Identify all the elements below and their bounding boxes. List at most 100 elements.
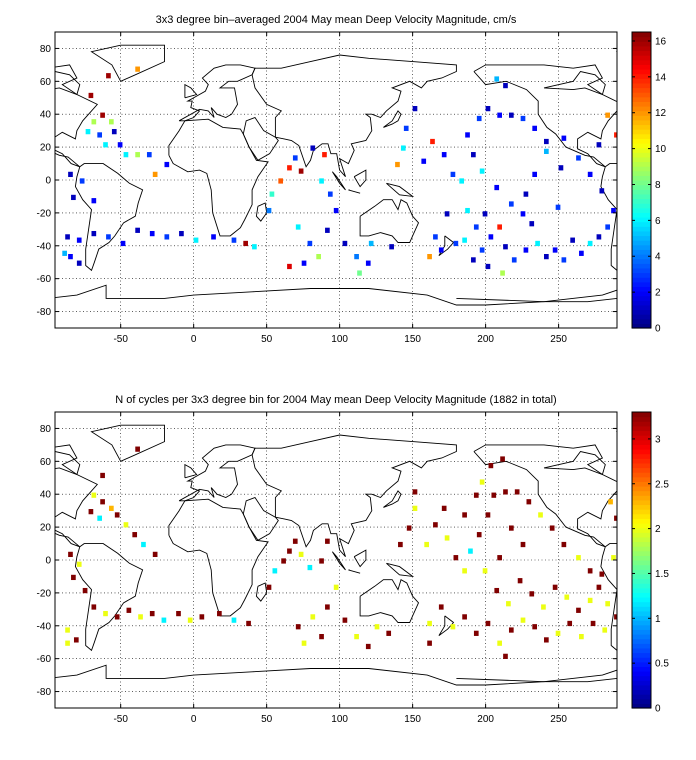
coastline [184,83,198,99]
data-cell [503,82,508,89]
data-cell [106,234,111,240]
colorbar-step [632,207,651,213]
data-cell [365,260,371,266]
data-cell [587,240,593,247]
data-cell [109,119,114,125]
data-cell [491,492,497,498]
colorbar-step [632,73,651,79]
data-cell [149,610,155,617]
colorbar-step [632,55,651,61]
colorbar-step [632,69,651,75]
colorbar-step [632,106,651,112]
data-cell [79,178,85,184]
x-tick-label: 100 [331,334,348,345]
data-cell [520,617,526,623]
coastline [383,110,402,128]
colorbar-tick-label: 2.5 [655,479,669,490]
data-cell [327,191,333,197]
data-cell [97,132,103,138]
data-cell [453,555,459,561]
colorbar-step [632,309,651,315]
data-cell [427,254,432,260]
data-cell [164,234,170,240]
data-cell [307,564,313,571]
colorbar-step [632,143,651,149]
data-cell [287,548,292,554]
colorbar-step [632,587,651,593]
data-cell [485,106,491,112]
data-cell [76,260,82,266]
colorbar-step [632,597,651,603]
colorbar-step [632,643,651,649]
data-cell [611,555,616,561]
colorbar-tick-label: 0 [655,704,661,715]
colorbar-step [632,652,651,658]
data-cell [462,568,467,574]
data-cell [535,240,540,247]
colorbar-step [632,82,651,89]
y-tick-label: -20 [37,208,52,219]
data-cell [252,244,257,250]
data-cell [485,512,491,518]
coastline [438,615,455,636]
data-cell [473,224,479,230]
data-cell [520,211,526,217]
colorbar-step [632,300,651,306]
colorbar-step [632,170,651,176]
data-cell [476,532,482,538]
colorbar-step [632,536,651,543]
y-tick-label: -60 [37,654,52,665]
data-cell [576,155,581,161]
colorbar-step [632,647,651,654]
data-cell [135,446,140,452]
colorbar-step [632,606,651,612]
data-cell [526,499,532,505]
coastline [55,64,99,168]
data-cell [400,145,406,151]
colorbar-step [632,564,651,570]
data-cell [97,515,103,521]
data-cell [301,640,307,646]
y-tick-label: 0 [45,176,51,187]
colorbar-step [632,657,651,663]
data-cell [579,250,584,256]
colorbar-tick-label: 4 [655,252,661,263]
data-cell [76,237,82,243]
data-cell [529,591,535,597]
y-tick-label: 80 [40,44,52,55]
colorbar-step [632,189,651,195]
data-cell [100,472,105,479]
colorbar-step [632,258,651,264]
colorbar-step [632,277,651,283]
colorbar-step [632,620,651,626]
x-tick-label: 150 [404,334,421,345]
colorbar-step [632,592,651,598]
velocity-panel-title: 3x3 degree bin–averaged 2004 May mean De… [156,14,517,26]
coastline [473,64,617,168]
x-tick-label: 250 [550,714,567,725]
data-cell [549,525,555,531]
colorbar-step [632,254,651,260]
data-cell [599,571,605,577]
data-cell [514,489,520,495]
y-tick-label: -80 [37,307,52,318]
coastline [55,664,617,686]
coastline [251,54,457,177]
data-cell [465,207,470,214]
coastline [473,444,617,548]
data-cell [325,227,330,233]
data-cell [552,247,558,253]
colorbar-step [632,41,651,47]
coastline [255,202,268,222]
colorbar-step [632,221,651,227]
colorbar-step [632,499,651,506]
coastline [359,199,420,243]
data-cell [266,584,272,590]
data-cell [333,584,339,590]
colorbar-step [632,624,651,630]
data-cell [342,240,348,247]
coastline [348,569,361,574]
colorbar-step [632,180,651,186]
data-cell [272,568,278,574]
data-cell [126,607,132,613]
